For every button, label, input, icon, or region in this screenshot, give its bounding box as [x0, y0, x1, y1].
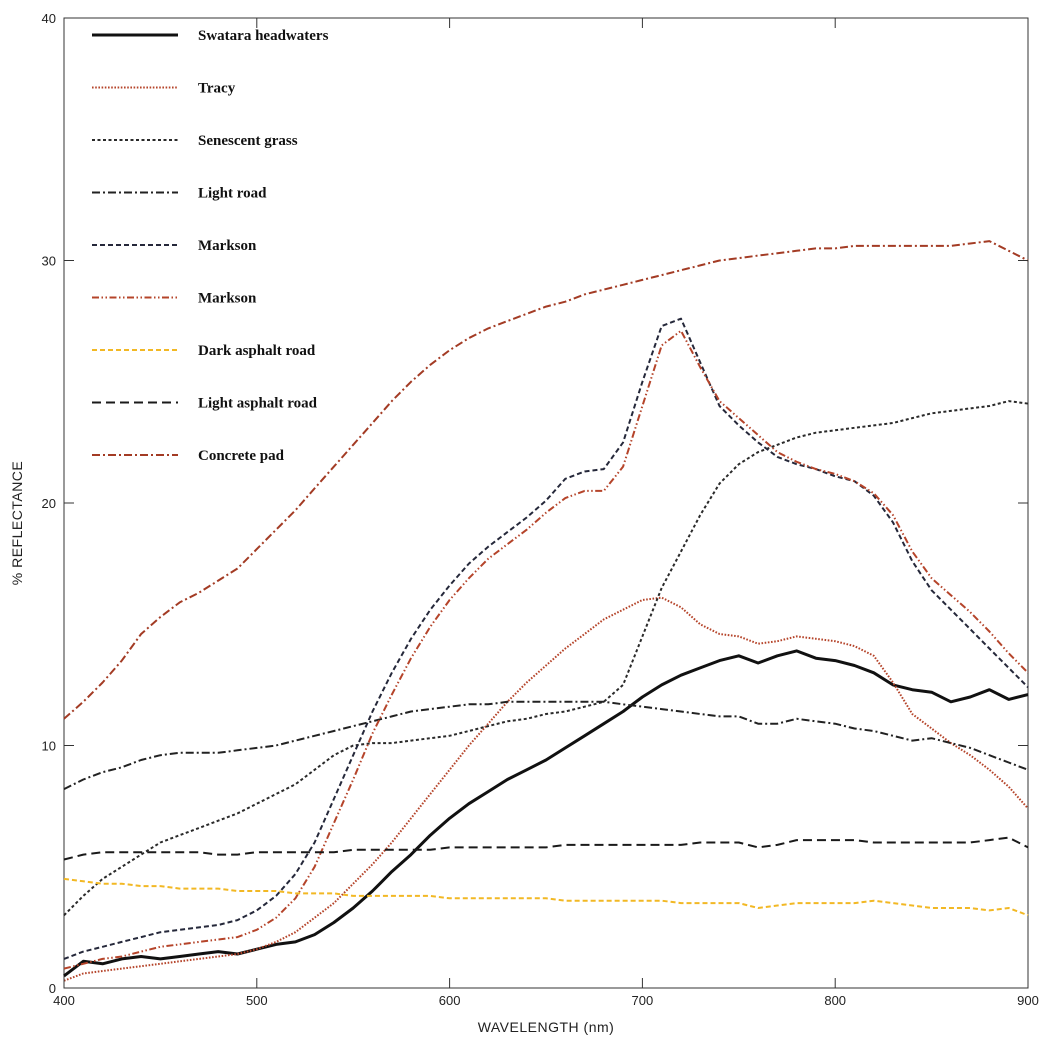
series-line-2: [63, 400, 1029, 917]
y-tick-label: 30: [42, 254, 56, 269]
legend-label: Dark asphalt road: [198, 343, 316, 359]
series-line-8: [63, 240, 1029, 720]
series-line-7: [63, 836, 1029, 861]
series-line-1: [63, 596, 1029, 982]
series-line-0: [63, 649, 1029, 978]
legend-label: Markson: [198, 238, 257, 254]
legend: Swatara headwaters Tracy Senescent grass Li…: [92, 28, 329, 464]
x-tick-label: 800: [824, 993, 846, 1008]
y-tick-label: 20: [42, 496, 56, 511]
y-axis-label: % REFLECTANCE: [9, 461, 25, 585]
series-lines: [63, 240, 1029, 982]
x-tick-label: 900: [1017, 993, 1039, 1008]
legend-label: Tracy: [198, 81, 236, 97]
y-tick-label: 40: [42, 11, 56, 26]
x-axis-ticks: 400 500 600 700 800 900: [53, 18, 1039, 1008]
series-line-6: [63, 877, 1029, 917]
y-tick-label: 0: [49, 981, 56, 996]
plot-border: [63, 17, 1029, 989]
x-tick-label: 500: [246, 993, 268, 1008]
legend-label: Light road: [198, 186, 267, 202]
legend-label: Senescent grass: [198, 133, 298, 149]
series-line-4: [63, 317, 1029, 960]
series-line-5: [63, 329, 1029, 970]
x-axis-label: WAVELENGTH (nm): [478, 1019, 615, 1035]
x-tick-label: 400: [53, 993, 75, 1008]
legend-label: Markson: [198, 291, 257, 307]
x-tick-label: 600: [439, 993, 461, 1008]
x-tick-label: 700: [632, 993, 654, 1008]
y-axis-ticks: 0 10 20 30 40: [42, 11, 1028, 996]
y-tick-label: 10: [42, 739, 56, 754]
plot-frame: [63, 17, 1029, 989]
series-line-3: [63, 700, 1029, 790]
legend-label: Light asphalt road: [198, 396, 318, 412]
legend-label: Concrete pad: [198, 448, 285, 464]
legend-label: Swatara headwaters: [198, 28, 329, 44]
